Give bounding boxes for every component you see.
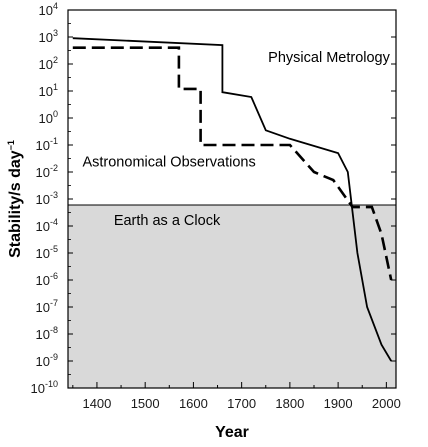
y-tick-label: 10-7 [36,298,58,315]
y-tick-base: 10 [36,300,50,315]
series-layer [72,37,393,362]
y-tick-label: 10-6 [36,271,58,288]
y-axis-label-exponent: −1 [6,140,16,150]
y-tick-label: 10-1 [36,136,58,153]
y-tick-exponent: -8 [50,325,58,335]
y-tick-label: 10-2 [36,163,58,180]
x-tick-label: 1800 [275,396,304,411]
y-tick-label: 10-10 [31,379,58,396]
y-tick-base: 10 [36,219,50,234]
x-tick-label: 1500 [131,396,160,411]
y-tick-exponent: -9 [50,352,58,362]
series-line-solid-0 [72,37,392,362]
y-tick-label: 10-3 [36,190,58,207]
x-axis-label: Year [215,424,249,441]
x-tick-label: 2000 [372,396,401,411]
y-axis-label: Stability/s day−1 [6,140,24,258]
y-tick-exponent: 1 [53,82,58,92]
y-tick-label: 10-8 [36,325,58,342]
y-tick-exponent: -6 [50,271,58,281]
x-axis-ticks: 1400 1500 1600 1700 1800 1900 2000 [72,382,401,411]
x-tick-label: 1900 [324,396,353,411]
y-tick-exponent: 4 [53,1,58,11]
y-tick-base: 10 [39,111,53,126]
y-tick-label: 10-9 [36,352,58,369]
annotation-label: Earth as a Clock [114,213,221,229]
y-tick-exponent: -10 [45,379,58,389]
y-tick-base: 10 [36,246,50,261]
x-tick-label: 1600 [179,396,208,411]
y-tick-base: 10 [36,273,50,288]
y-tick-label: 104 [39,1,58,18]
y-axis-label-text: Stability/s day [7,150,24,258]
shaded-earth-region [68,204,396,388]
y-tick-label: 103 [39,28,58,45]
y-tick-label: 101 [39,82,58,99]
y-tick-base: 10 [36,327,50,342]
y-tick-exponent: -7 [50,298,58,308]
y-tick-exponent: 2 [53,55,58,65]
x-tick-label: 1700 [227,396,256,411]
y-tick-base: 10 [36,192,50,207]
y-axis-ticks: 10410310210110010-110-210-310-410-510-61… [31,1,396,396]
y-tick-label: 100 [39,109,58,126]
y-tick-label: 10-4 [36,217,58,234]
y-tick-exponent: -5 [50,244,58,254]
y-tick-label: 10-5 [36,244,58,261]
annotation-label: Astronomical Observations [82,154,255,170]
y-tick-base: 10 [31,381,45,396]
y-tick-base: 10 [39,84,53,99]
series-line-dashed-1 [72,46,393,281]
y-tick-base: 10 [39,3,53,18]
y-tick-exponent: -1 [50,136,58,146]
x-tick-label: 1400 [82,396,111,411]
y-tick-label: 102 [39,55,58,72]
annotation-layer: Physical Metrology Astronomical Observati… [82,50,390,229]
annotation-label: Physical Metrology [268,50,390,66]
y-tick-base: 10 [36,138,50,153]
y-tick-exponent: 0 [53,109,58,119]
y-tick-exponent: -2 [50,163,58,173]
y-tick-base: 10 [39,57,53,72]
y-tick-exponent: -4 [50,217,58,227]
y-tick-exponent: -3 [50,190,58,200]
y-tick-base: 10 [36,165,50,180]
y-tick-base: 10 [36,354,50,369]
y-tick-base: 10 [39,30,53,45]
y-tick-exponent: 3 [53,28,58,38]
